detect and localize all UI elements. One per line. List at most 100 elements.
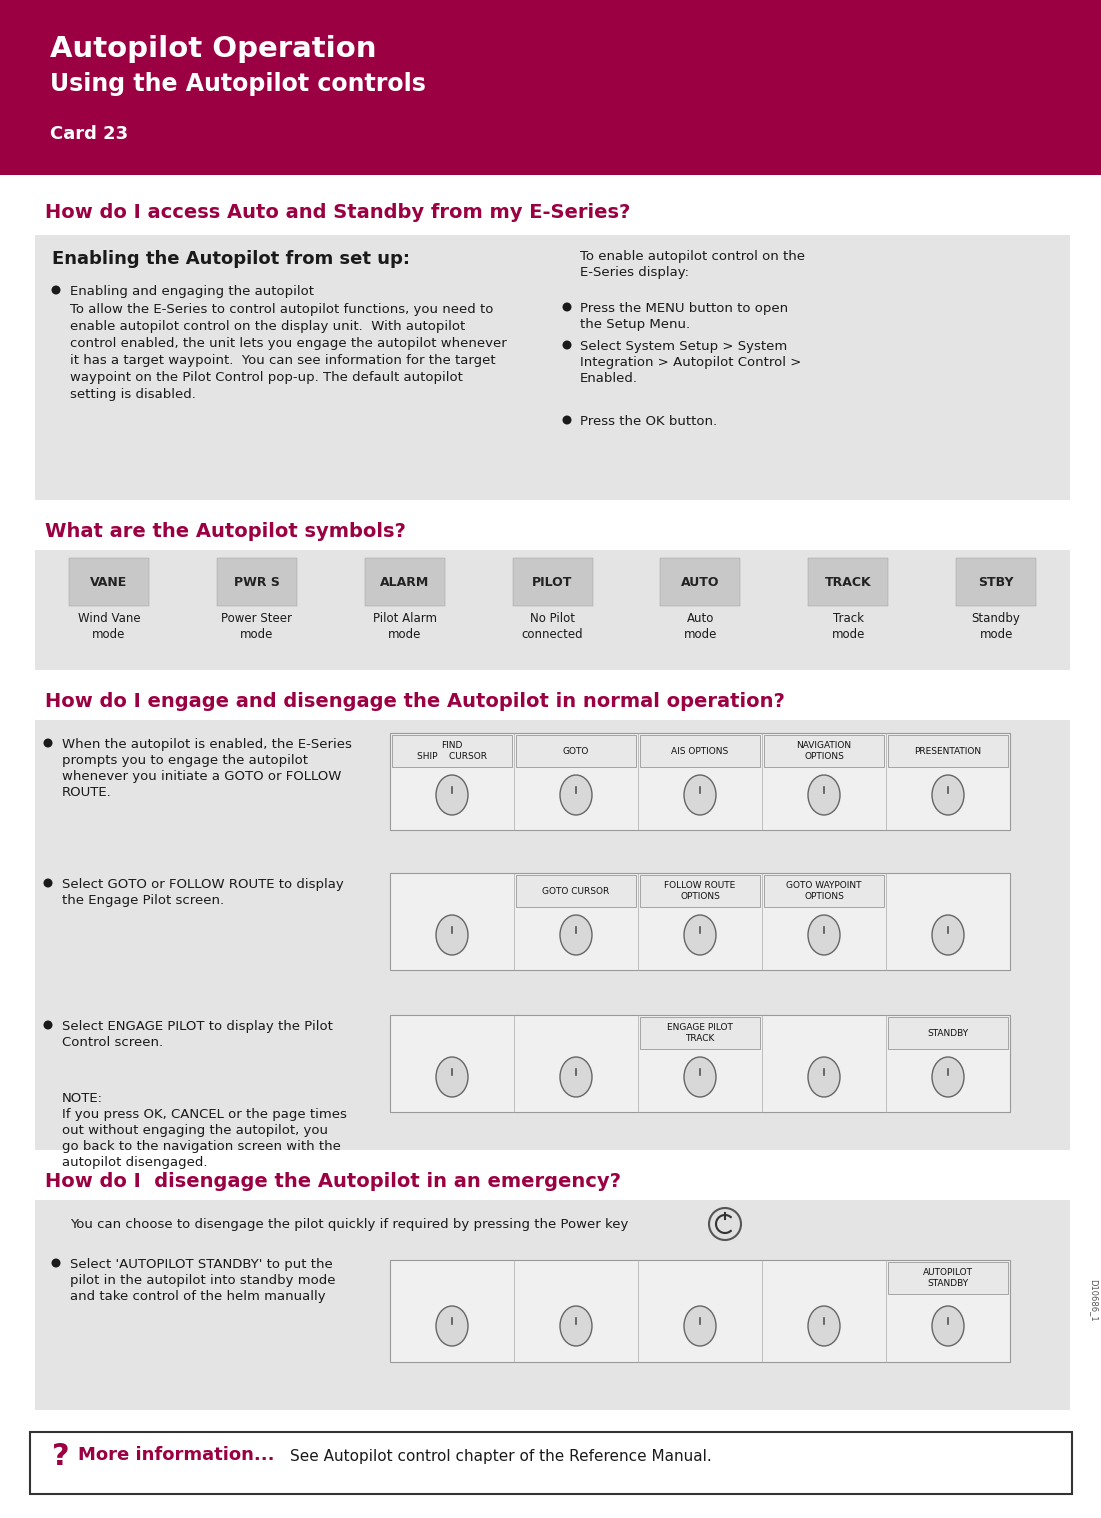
Text: waypoint on the Pilot Control pop-up. The default autopilot: waypoint on the Pilot Control pop-up. Th… bbox=[70, 370, 462, 384]
Bar bbox=[889, 735, 1009, 767]
Text: Select 'AUTOPILOT STANDBY' to put the
pilot in the autopilot into standby mode
a: Select 'AUTOPILOT STANDBY' to put the pi… bbox=[70, 1258, 336, 1302]
Text: Enabling and engaging the autopilot: Enabling and engaging the autopilot bbox=[70, 285, 314, 298]
Text: Using the Autopilot controls: Using the Autopilot controls bbox=[50, 71, 426, 96]
Text: GOTO CURSOR: GOTO CURSOR bbox=[543, 887, 610, 896]
Circle shape bbox=[52, 285, 61, 294]
Text: AUTO: AUTO bbox=[682, 575, 720, 589]
Ellipse shape bbox=[560, 1305, 592, 1346]
Bar bbox=[512, 559, 592, 606]
Text: enable autopilot control on the display unit.  With autopilot: enable autopilot control on the display … bbox=[70, 320, 466, 332]
Text: Standby
mode: Standby mode bbox=[972, 612, 1021, 641]
Bar bbox=[764, 874, 884, 906]
Ellipse shape bbox=[684, 915, 716, 955]
Text: Auto
mode: Auto mode bbox=[684, 612, 717, 641]
Circle shape bbox=[563, 302, 571, 311]
Text: What are the Autopilot symbols?: What are the Autopilot symbols? bbox=[45, 522, 406, 540]
Ellipse shape bbox=[808, 1057, 840, 1098]
Bar bbox=[764, 735, 884, 767]
Ellipse shape bbox=[436, 915, 468, 955]
Bar bbox=[808, 559, 889, 606]
Text: PWR S: PWR S bbox=[233, 575, 280, 589]
Bar bbox=[364, 559, 445, 606]
Text: Press the MENU button to open
the Setup Menu.: Press the MENU button to open the Setup … bbox=[580, 302, 788, 331]
Bar bbox=[0, 175, 1101, 1518]
Bar bbox=[390, 1016, 1010, 1113]
Text: setting is disabled.: setting is disabled. bbox=[70, 389, 196, 401]
Ellipse shape bbox=[808, 1305, 840, 1346]
Bar bbox=[35, 550, 1070, 669]
Bar bbox=[35, 235, 1070, 499]
Text: NAVIGATION
OPTIONS: NAVIGATION OPTIONS bbox=[796, 741, 851, 761]
Text: ENGAGE PILOT
TRACK: ENGAGE PILOT TRACK bbox=[667, 1023, 733, 1043]
Text: Press the OK button.: Press the OK button. bbox=[580, 414, 717, 428]
Bar bbox=[390, 733, 1010, 830]
Text: STBY: STBY bbox=[979, 575, 1014, 589]
Text: Track
mode: Track mode bbox=[831, 612, 865, 641]
Text: Enabling the Autopilot from set up:: Enabling the Autopilot from set up: bbox=[52, 250, 410, 269]
Text: No Pilot
connected: No Pilot connected bbox=[522, 612, 584, 641]
Ellipse shape bbox=[560, 915, 592, 955]
Text: Power Steer
mode: Power Steer mode bbox=[221, 612, 292, 641]
Text: Card 23: Card 23 bbox=[50, 124, 128, 143]
Circle shape bbox=[709, 1208, 741, 1240]
Circle shape bbox=[44, 879, 53, 888]
Text: See Autopilot control chapter of the Reference Manual.: See Autopilot control chapter of the Ref… bbox=[290, 1450, 711, 1463]
Text: PILOT: PILOT bbox=[532, 575, 573, 589]
Circle shape bbox=[44, 738, 53, 747]
Ellipse shape bbox=[933, 776, 964, 815]
Bar bbox=[640, 874, 760, 906]
Text: To allow the E-Series to control autopilot functions, you need to: To allow the E-Series to control autopil… bbox=[70, 304, 493, 316]
Bar bbox=[390, 1260, 1010, 1362]
Text: AIS OPTIONS: AIS OPTIONS bbox=[672, 747, 729, 756]
Ellipse shape bbox=[933, 915, 964, 955]
Circle shape bbox=[44, 1020, 53, 1029]
Text: VANE: VANE bbox=[90, 575, 128, 589]
Bar bbox=[390, 873, 1010, 970]
Text: ALARM: ALARM bbox=[380, 575, 429, 589]
Text: FIND
SHIP    CURSOR: FIND SHIP CURSOR bbox=[417, 741, 487, 761]
Text: D10686_1: D10686_1 bbox=[1089, 1278, 1098, 1321]
Ellipse shape bbox=[808, 915, 840, 955]
Text: GOTO: GOTO bbox=[563, 747, 589, 756]
Bar bbox=[516, 735, 636, 767]
Text: NOTE:
If you press OK, CANCEL or the page times
out without engaging the autopil: NOTE: If you press OK, CANCEL or the pag… bbox=[62, 1091, 347, 1169]
Text: control enabled, the unit lets you engage the autopilot whenever: control enabled, the unit lets you engag… bbox=[70, 337, 506, 351]
Ellipse shape bbox=[436, 776, 468, 815]
Ellipse shape bbox=[933, 1305, 964, 1346]
Text: How do I engage and disengage the Autopilot in normal operation?: How do I engage and disengage the Autopi… bbox=[45, 692, 785, 710]
Bar bbox=[0, 0, 1101, 175]
Text: When the autopilot is enabled, the E-Series
prompts you to engage the autopilot
: When the autopilot is enabled, the E-Ser… bbox=[62, 738, 352, 798]
Bar bbox=[956, 559, 1036, 606]
Text: You can choose to disengage the pilot quickly if required by pressing the Power : You can choose to disengage the pilot qu… bbox=[70, 1217, 629, 1231]
Text: AUTOPILOT
STANDBY: AUTOPILOT STANDBY bbox=[923, 1268, 973, 1289]
Text: How do I access Auto and Standby from my E-Series?: How do I access Auto and Standby from my… bbox=[45, 203, 631, 222]
Text: How do I  disengage the Autopilot in an emergency?: How do I disengage the Autopilot in an e… bbox=[45, 1172, 621, 1192]
Bar bbox=[516, 874, 636, 906]
Text: STANDBY: STANDBY bbox=[927, 1029, 969, 1037]
Text: GOTO WAYPOINT
OPTIONS: GOTO WAYPOINT OPTIONS bbox=[786, 880, 862, 902]
Text: FOLLOW ROUTE
OPTIONS: FOLLOW ROUTE OPTIONS bbox=[664, 880, 735, 902]
Bar bbox=[889, 1261, 1009, 1293]
Text: it has a target waypoint.  You can see information for the target: it has a target waypoint. You can see in… bbox=[70, 354, 495, 367]
Circle shape bbox=[563, 340, 571, 349]
Text: TRACK: TRACK bbox=[825, 575, 872, 589]
Ellipse shape bbox=[560, 776, 592, 815]
Ellipse shape bbox=[684, 1305, 716, 1346]
Bar bbox=[661, 559, 740, 606]
Text: Pilot Alarm
mode: Pilot Alarm mode bbox=[372, 612, 437, 641]
Bar bbox=[889, 1017, 1009, 1049]
Bar bbox=[35, 1201, 1070, 1410]
Bar bbox=[640, 735, 760, 767]
Text: Wind Vane
mode: Wind Vane mode bbox=[77, 612, 140, 641]
Bar bbox=[69, 559, 149, 606]
Ellipse shape bbox=[436, 1057, 468, 1098]
Ellipse shape bbox=[808, 776, 840, 815]
Circle shape bbox=[563, 416, 571, 425]
Text: Select ENGAGE PILOT to display the Pilot
Control screen.: Select ENGAGE PILOT to display the Pilot… bbox=[62, 1020, 333, 1049]
Ellipse shape bbox=[684, 1057, 716, 1098]
Bar bbox=[640, 1017, 760, 1049]
Text: Autopilot Operation: Autopilot Operation bbox=[50, 35, 377, 64]
Text: ?: ? bbox=[52, 1442, 69, 1471]
Ellipse shape bbox=[933, 1057, 964, 1098]
Text: More information...: More information... bbox=[78, 1447, 274, 1463]
